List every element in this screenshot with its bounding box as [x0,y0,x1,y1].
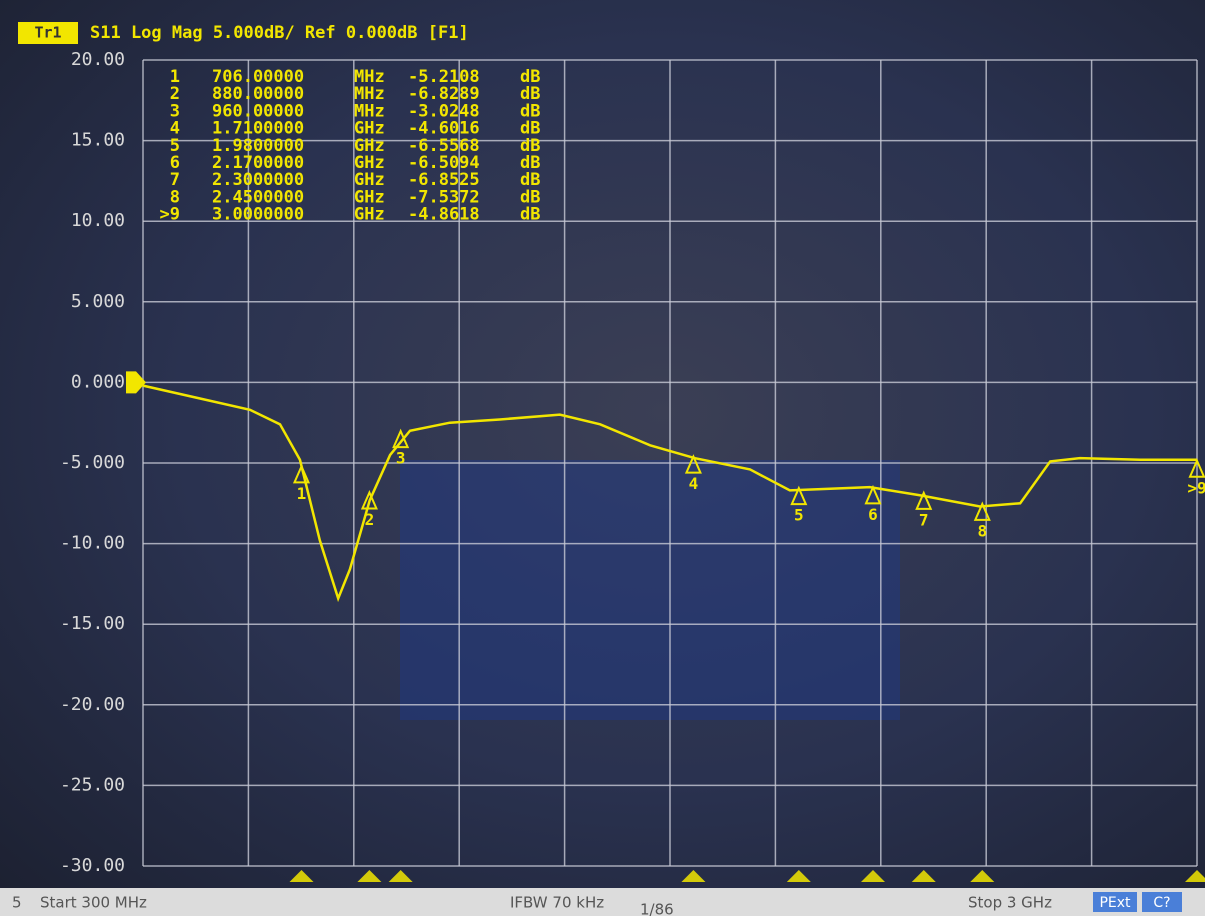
cal-label: C? [1153,895,1170,911]
y-tick-label: 15.00 [71,130,125,151]
marker-number: 5 [794,506,804,525]
marker-number: 3 [396,449,406,468]
channel: 5 [12,894,22,912]
marker-value-unit: dB [520,205,540,225]
y-tick-label: -30.00 [60,855,125,876]
screen: Tr1 S11 Log Mag 5.000dB/ Ref 0.000dB [F1… [0,0,1205,916]
y-tick-label: 5.000 [71,291,125,312]
marker-number: 7 [919,510,929,529]
y-tick-label: 0.000 [71,371,125,392]
pext-label: PExt [1099,895,1131,911]
trace-label: Tr1 [34,24,61,42]
marker-number: 1 [297,484,307,503]
y-tick-label: 20.00 [71,49,125,70]
y-tick-label: -10.00 [60,533,125,554]
marker-value: -4.8618 [408,205,480,225]
marker-id: >9 [160,205,180,225]
y-tick-label: -20.00 [60,694,125,715]
y-tick-label: 10.00 [71,210,125,231]
start-label: Start 300 MHz [40,894,147,912]
marker-number: >9 [1187,478,1205,497]
y-tick-label: -15.00 [60,613,125,634]
y-tick-label: -25.00 [60,774,125,795]
page-label: 1/86 [640,901,674,916]
y-tick-label: -5.000 [60,452,125,473]
marker-number: 6 [868,505,878,524]
header-text: S11 Log Mag 5.000dB/ Ref 0.000dB [F1] [90,23,469,43]
stop-label: Stop 3 GHz [968,894,1052,912]
marker-number: 2 [365,510,375,529]
marker-frequency: 3.0000000 [212,205,304,225]
ifbw-label: IFBW 70 kHz [510,894,604,912]
marker-unit: GHz [354,205,385,225]
glare [400,460,900,720]
marker-number: 4 [689,474,699,493]
screen-background [0,0,1205,916]
marker-number: 8 [977,521,987,540]
